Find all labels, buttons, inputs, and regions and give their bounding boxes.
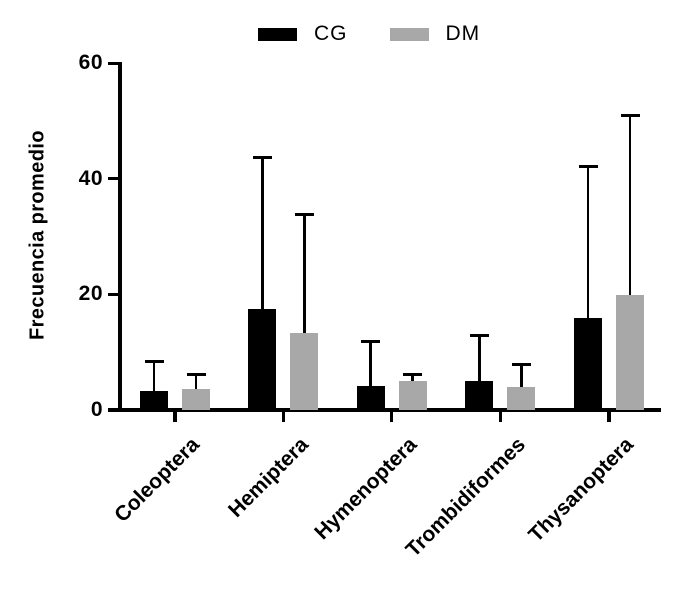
y-tick-label: 0 [90,397,103,421]
legend-label-dm: DM [445,22,481,45]
y-tick-label: 60 [78,51,103,75]
error-bar-cap-cg-coleoptera [144,360,164,364]
x-category-label: Thysanoptera [524,433,639,547]
error-bar-stem-dm-trombidiformes [520,363,523,387]
bar-dm-thysanoptera [616,294,644,411]
error-bar-stem-cg-thysanoptera [586,164,590,318]
bar-cg-trombidiformes [465,381,494,411]
error-bar-stem-dm-thysanoptera [628,114,632,295]
y-tick [108,61,118,65]
legend-item-dm: DM [389,22,481,46]
error-bar-cap-dm-hymenoptera [403,372,423,376]
error-bar-cap-dm-coleoptera [186,372,206,376]
bar-dm-hemiptera [290,333,319,411]
x-category-label: Hymenoptera [309,433,421,545]
y-axis-title: Frecuencia promedio [26,130,49,340]
x-tick [498,411,503,422]
bar-cg-thysanoptera [574,317,602,411]
legend: CG DM [258,22,480,46]
error-bar-cap-cg-trombidiformes [469,333,489,337]
x-category-label: Coleoptera [110,433,205,527]
bar-cg-hemiptera [248,309,277,411]
error-bar-cap-dm-trombidiformes [511,363,531,367]
bar-cg-hymenoptera [356,386,385,411]
x-tick [281,411,286,422]
x-tick [173,411,177,422]
x-category-label: Trombidiformes [401,433,530,562]
legend-swatch-dm-icon [389,27,429,41]
error-bar-stem-dm-coleoptera [194,372,198,390]
legend-swatch-cg-icon [258,27,297,41]
error-bar-cap-cg-hemiptera [252,155,272,159]
bar-dm-coleoptera [182,389,210,411]
error-bar-cap-dm-hemiptera [294,212,314,216]
x-tick [389,411,394,422]
error-bar-stem-dm-hemiptera [303,212,306,334]
x-category-label: Hemiptera [223,433,313,522]
legend-label-cg: CG [314,22,348,45]
bar-dm-trombidiformes [507,387,536,411]
error-bar-cap-cg-thysanoptera [578,164,598,168]
error-bar-stem-cg-hymenoptera [369,339,372,387]
x-tick [607,411,611,422]
error-bar-stem-cg-hemiptera [261,155,264,310]
y-axis-line [118,62,122,412]
error-bar-cap-cg-hymenoptera [361,339,381,343]
error-bar-cap-dm-thysanoptera [620,114,640,118]
y-tick-label: 40 [78,166,103,190]
y-tick [108,177,118,181]
bar-cg-coleoptera [140,391,168,411]
legend-item-cg: CG [258,22,348,46]
error-bar-stem-dm-hymenoptera [411,372,414,381]
bar-dm-hymenoptera [398,380,427,411]
y-tick-label: 20 [78,282,103,306]
y-tick [108,292,118,296]
error-bar-stem-cg-coleoptera [152,360,156,392]
error-bar-stem-cg-trombidiformes [478,333,481,382]
